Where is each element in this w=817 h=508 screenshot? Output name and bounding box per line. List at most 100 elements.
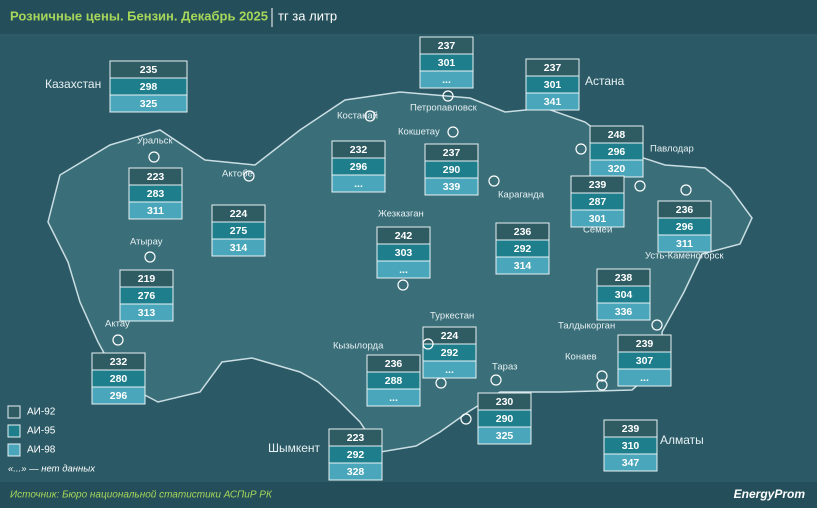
- city-dot: [148, 151, 160, 163]
- price-value: 236: [385, 358, 403, 370]
- price-value: 296: [676, 221, 694, 233]
- price-value: 224: [441, 330, 459, 342]
- price-value: ...: [389, 392, 398, 404]
- price-value: ...: [354, 178, 363, 190]
- price-value: 296: [608, 146, 626, 158]
- region-name: Казахстан: [45, 77, 101, 91]
- price-value: 311: [147, 205, 164, 217]
- header-bar: [0, 0, 817, 34]
- region-name: Жезказган: [378, 209, 424, 220]
- price-value: 307: [636, 355, 654, 367]
- price-value: 328: [347, 466, 365, 478]
- price-value: 290: [496, 413, 514, 425]
- price-value: 301: [438, 57, 456, 69]
- price-value: 339: [443, 181, 461, 193]
- city-dot: [112, 334, 124, 346]
- price-cell: [419, 70, 474, 89]
- price-value: 292: [514, 243, 532, 255]
- city-dot: [596, 370, 608, 382]
- price-value: 325: [496, 430, 514, 442]
- price-cell: [109, 94, 188, 113]
- price-value: 230: [496, 396, 514, 408]
- price-cell: [331, 174, 386, 193]
- price-value: 236: [514, 226, 532, 238]
- city-dot: [488, 175, 500, 187]
- city-dot: [575, 143, 587, 155]
- price-value: ...: [445, 364, 454, 376]
- region-name: Актау: [105, 319, 130, 330]
- price-cell: [422, 360, 477, 379]
- legend-swatch: [7, 405, 21, 419]
- legend-note: «...» — нет данных: [8, 464, 96, 475]
- price-value: 280: [110, 373, 128, 385]
- region-name: Кокшетау: [398, 127, 440, 138]
- region-name: Алматы: [660, 433, 704, 447]
- price-cell: [424, 177, 479, 196]
- brand: EnergyProm: [734, 487, 806, 501]
- price-value: ...: [442, 74, 451, 86]
- price-value: 303: [395, 247, 413, 259]
- price-value: 296: [350, 161, 368, 173]
- price-cell: [366, 388, 421, 407]
- price-value: 236: [676, 204, 694, 216]
- legend-swatch: [7, 424, 21, 438]
- price-value: 311: [676, 238, 693, 250]
- region-name: Туркестан: [430, 311, 474, 322]
- price-value: 275: [230, 225, 248, 237]
- price-value: 301: [544, 79, 562, 91]
- city-dot: [422, 338, 434, 350]
- price-value: ...: [640, 372, 649, 384]
- legend-label: АИ-98: [27, 445, 56, 456]
- price-value: 325: [140, 98, 158, 110]
- price-value: 292: [347, 449, 365, 461]
- legend-label: АИ-92: [27, 407, 56, 418]
- source: Источник: Бюро национальной статистики А…: [10, 490, 273, 501]
- price-cell: [570, 209, 625, 228]
- price-cell: [596, 302, 651, 321]
- price-cell: [91, 386, 146, 405]
- price-value: 239: [636, 338, 654, 350]
- region-name: Актобе: [222, 169, 253, 180]
- price-value: ...: [399, 264, 408, 276]
- region-name: Петропавловск: [410, 103, 478, 114]
- region-name: Уральск: [137, 136, 173, 147]
- region-name: Павлодар: [650, 144, 694, 155]
- city-dot: [651, 319, 663, 331]
- city-dot: [634, 180, 646, 192]
- price-cell: [119, 303, 174, 322]
- price-value: 287: [589, 196, 607, 208]
- price-value: 288: [385, 375, 403, 387]
- price-value: 320: [608, 163, 626, 175]
- price-cell: [495, 256, 550, 275]
- price-value: 224: [230, 208, 248, 220]
- price-value: 283: [147, 188, 165, 200]
- city-dot: [442, 90, 454, 102]
- price-value: 235: [140, 64, 158, 76]
- price-value: 223: [147, 171, 165, 183]
- price-cell: [128, 201, 183, 220]
- price-cell: [328, 462, 383, 481]
- price-value: 232: [350, 144, 368, 156]
- title: Розничные цены. Бензин. Декабрь 2025: [10, 8, 268, 23]
- region-name: Семей: [583, 225, 612, 236]
- region-name: Шымкент: [268, 441, 321, 455]
- region-name: Костанай: [337, 111, 378, 122]
- region-name: Кызылорда: [333, 341, 384, 352]
- legend-label: АИ-95: [27, 426, 56, 437]
- unit: тг за литр: [278, 8, 337, 23]
- city-dot: [490, 374, 502, 386]
- city-dot: [447, 126, 459, 138]
- region-name: Конаев: [565, 352, 597, 363]
- region-name: Тараз: [492, 362, 517, 373]
- price-value: 232: [110, 356, 128, 368]
- price-value: 304: [615, 289, 633, 301]
- region-name: Талдыкорган: [558, 321, 615, 332]
- price-value: 298: [140, 81, 158, 93]
- city-dot: [397, 279, 409, 291]
- price-cell: [477, 426, 532, 445]
- city-dot: [460, 413, 472, 425]
- legend-swatch: [7, 443, 21, 457]
- city-dot: [596, 379, 608, 391]
- city-dot: [144, 251, 156, 263]
